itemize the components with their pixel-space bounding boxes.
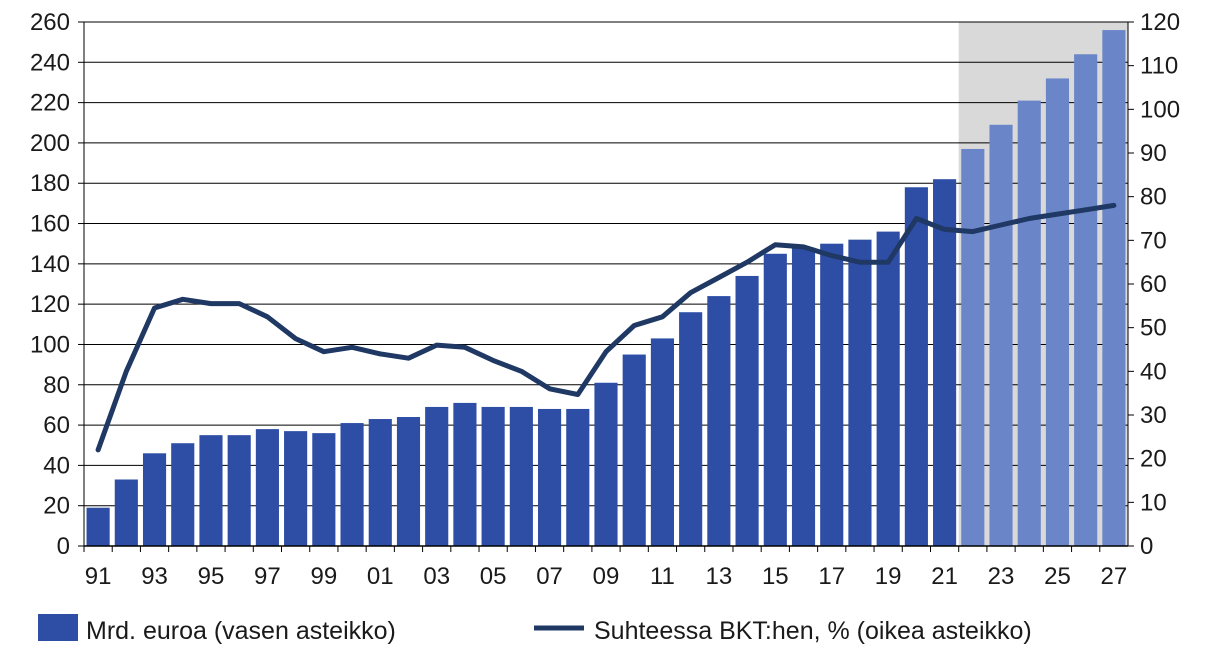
bar-05 bbox=[481, 406, 505, 546]
y-left-tick-label: 240 bbox=[30, 49, 70, 76]
bar-00 bbox=[340, 423, 364, 546]
bar-18 bbox=[848, 239, 872, 546]
x-tick-label: 15 bbox=[762, 563, 789, 590]
y-left-tick-label: 20 bbox=[43, 493, 70, 520]
bar-91 bbox=[86, 507, 110, 546]
bar-99 bbox=[312, 433, 336, 546]
x-tick-label: 95 bbox=[198, 563, 225, 590]
bar-96 bbox=[227, 435, 251, 546]
bar-98 bbox=[284, 431, 308, 546]
y-right-tick-label: 40 bbox=[1140, 358, 1167, 385]
y-left-tick-label: 60 bbox=[43, 412, 70, 439]
x-tick-label: 13 bbox=[706, 563, 733, 590]
y-right-tick-label: 70 bbox=[1140, 227, 1167, 254]
bar-95 bbox=[199, 435, 223, 546]
y-right-tick-label: 110 bbox=[1140, 53, 1178, 80]
bar-21 bbox=[933, 179, 957, 546]
bar-12 bbox=[679, 312, 703, 546]
bar-03 bbox=[425, 406, 449, 546]
bar-26 bbox=[1074, 54, 1098, 546]
gdp-ratio-line bbox=[95, 202, 1117, 453]
y-right-tick-label: 100 bbox=[1140, 96, 1180, 123]
line-series bbox=[95, 202, 1117, 453]
bar-16 bbox=[791, 247, 816, 546]
x-tick-label: 25 bbox=[1044, 563, 1071, 590]
y-left-tick-label: 120 bbox=[30, 291, 70, 318]
legend-line-label: Suhteessa BKT:hen, % (oikea asteikko) bbox=[594, 617, 1032, 645]
bar-22 bbox=[961, 148, 985, 546]
bar-10 bbox=[622, 354, 646, 546]
legend-bar-label: Mrd. euroa (vasen asteikko) bbox=[86, 617, 396, 645]
y-right-tick-label: 10 bbox=[1140, 489, 1167, 516]
y-right-tick-label: 90 bbox=[1140, 140, 1167, 167]
bar-01 bbox=[368, 419, 392, 546]
bar-20 bbox=[904, 187, 928, 546]
y-left-tick-label: 140 bbox=[30, 251, 70, 278]
y-left-tick-label: 220 bbox=[30, 90, 70, 117]
y-left-tick-label: 260 bbox=[30, 9, 70, 36]
x-tick-label: 23 bbox=[988, 563, 1015, 590]
bar-13 bbox=[707, 296, 731, 546]
y-right-tick-label: 80 bbox=[1140, 184, 1167, 211]
x-tick-label: 99 bbox=[310, 563, 337, 590]
x-tick-label: 07 bbox=[536, 563, 563, 590]
x-tick-label: 05 bbox=[480, 563, 507, 590]
bar-series bbox=[86, 30, 1126, 547]
x-tick-label: 27 bbox=[1101, 563, 1128, 590]
bar-17 bbox=[820, 243, 844, 546]
y-left-tick-label: 40 bbox=[43, 452, 70, 479]
legend-bar-swatch bbox=[38, 614, 78, 641]
forecast-shading bbox=[958, 22, 1128, 546]
x-tick-label: 17 bbox=[818, 563, 845, 590]
bar-04 bbox=[453, 402, 477, 546]
y-right-tick-label: 120 bbox=[1140, 9, 1180, 36]
bar-07 bbox=[537, 408, 562, 546]
bar-14 bbox=[735, 275, 759, 546]
x-tick-label: 97 bbox=[254, 563, 281, 590]
x-tick-label: 11 bbox=[650, 563, 675, 590]
bar-24 bbox=[1017, 100, 1041, 546]
y-left-tick-label: 0 bbox=[57, 533, 70, 560]
y-left-tick-label: 160 bbox=[30, 211, 70, 238]
x-tick-label: 03 bbox=[423, 563, 450, 590]
axes: 0204060801001201401601802002202402600102… bbox=[30, 9, 1180, 590]
bar-93 bbox=[142, 453, 167, 546]
x-tick-label: 21 bbox=[931, 563, 958, 590]
y-right-tick-label: 60 bbox=[1140, 271, 1167, 298]
y-left-tick-label: 180 bbox=[30, 170, 70, 197]
x-tick-label: 01 bbox=[367, 563, 394, 590]
bar-08 bbox=[566, 408, 590, 546]
x-tick-label: 19 bbox=[875, 563, 902, 590]
bar-27 bbox=[1102, 30, 1126, 547]
x-tick-label: 91 bbox=[85, 563, 112, 590]
bar-97 bbox=[255, 429, 279, 546]
bar-19 bbox=[876, 231, 900, 546]
y-right-tick-label: 50 bbox=[1140, 315, 1167, 342]
bar-06 bbox=[509, 406, 533, 546]
bar-11 bbox=[650, 338, 675, 546]
bar-92 bbox=[114, 479, 138, 546]
y-right-tick-label: 30 bbox=[1140, 402, 1167, 429]
forecast-shading-layer bbox=[958, 22, 1128, 546]
y-left-tick-label: 100 bbox=[30, 331, 70, 358]
bar-15 bbox=[763, 253, 787, 546]
legend: Mrd. euroa (vasen asteikko) Suhteessa BK… bbox=[38, 614, 1032, 645]
bar-02 bbox=[396, 417, 421, 546]
y-right-tick-label: 20 bbox=[1140, 446, 1167, 473]
bar-94 bbox=[171, 443, 195, 546]
y-left-tick-label: 80 bbox=[43, 372, 70, 399]
bar-23 bbox=[989, 124, 1013, 547]
x-tick-label: 93 bbox=[141, 563, 168, 590]
bar-25 bbox=[1045, 78, 1070, 546]
x-tick-label: 09 bbox=[593, 563, 620, 590]
bar-09 bbox=[594, 382, 618, 546]
y-left-tick-label: 200 bbox=[30, 130, 70, 157]
y-right-tick-label: 0 bbox=[1140, 533, 1153, 560]
